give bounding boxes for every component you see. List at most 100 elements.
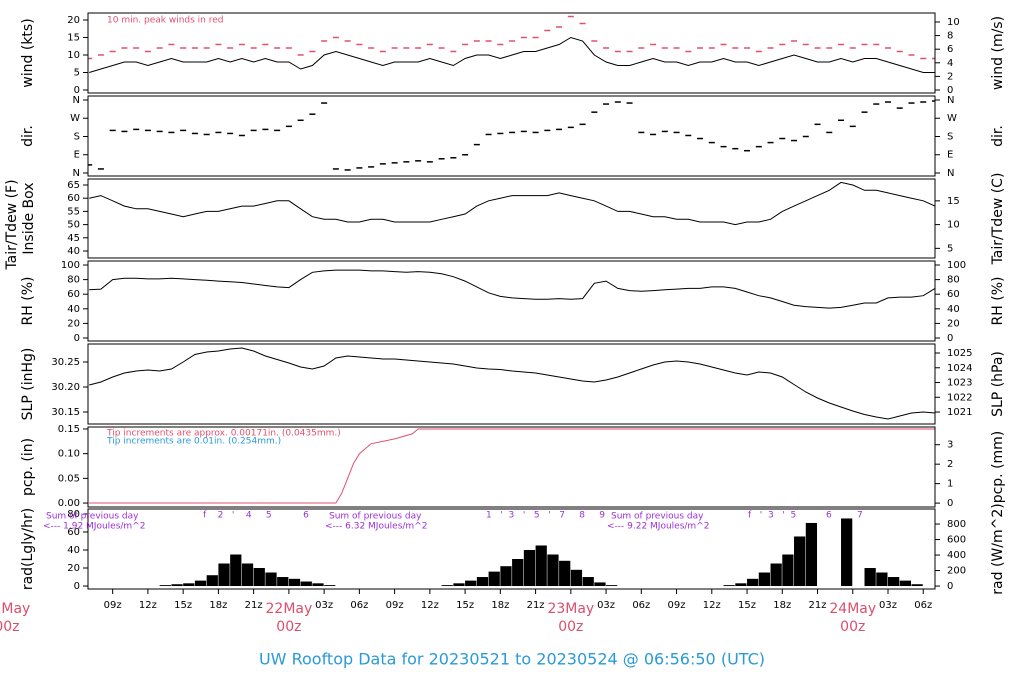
y2-tick-label: 0	[947, 581, 953, 592]
y2-tick-label: 0	[947, 498, 953, 509]
y-tick-label: 40	[67, 304, 80, 315]
date-label: 21May	[0, 601, 30, 617]
y2-axis-label: wind (m/s)	[990, 16, 1006, 90]
annotation: Tip increments are approx. 0.00171in. (0…	[106, 429, 341, 439]
annotation: <--- 6.32 MJoules/m^2	[325, 522, 427, 532]
panel-frame	[87, 426, 936, 508]
x-tick-label: 18z	[773, 600, 791, 611]
bar	[805, 522, 818, 587]
y-tick-label: 60	[67, 527, 80, 538]
x-tick-label: 03z	[597, 600, 615, 611]
bar	[476, 577, 489, 587]
y2-tick-label: 3	[947, 440, 953, 451]
x-tick-label: 06z	[632, 600, 650, 611]
y2-tick-label: N	[947, 95, 954, 106]
y-tick-label: 20	[67, 15, 80, 26]
date-label: 24May	[829, 601, 876, 617]
y2-tick-label: 1024	[947, 363, 972, 374]
x-tick-label: 21z	[245, 600, 263, 611]
bar	[547, 554, 559, 587]
y2-axis-label: dir.	[990, 125, 1006, 147]
panel-frame	[87, 12, 936, 94]
y2-tick-label: 1	[947, 479, 953, 490]
bar	[582, 577, 594, 587]
x-tick-label: 09z	[386, 600, 404, 611]
annotation: f ' 3 ' 5	[748, 511, 796, 521]
bar	[770, 563, 782, 587]
panel	[89, 347, 935, 420]
bar	[876, 572, 888, 587]
y-tick-label: 10	[67, 50, 80, 61]
y-tick-label: 0.15	[58, 424, 80, 435]
y-tick-label: 60	[67, 289, 80, 300]
x-tick-label: 18z	[491, 600, 509, 611]
bar	[523, 549, 536, 587]
x-tick-label: 06z	[350, 600, 368, 611]
y-tick-label: 50	[67, 220, 80, 231]
y2-tick-label: 1025	[947, 348, 972, 359]
bar	[888, 577, 900, 587]
date-hour-label: 00z	[0, 619, 20, 635]
series-line	[89, 181, 935, 226]
y-axis-label: Inside Box	[21, 182, 37, 254]
y-tick-label: 0.10	[58, 449, 80, 460]
x-tick-label: 18z	[209, 600, 227, 611]
y2-tick-label: 60	[947, 289, 960, 300]
x-tick-label: 09z	[668, 600, 686, 611]
bar	[159, 585, 171, 587]
bar	[735, 583, 747, 587]
y2-axis-label: RH (%)	[990, 277, 1006, 326]
x-tick-label: 03z	[315, 600, 333, 611]
y-tick-label: 5	[74, 67, 80, 78]
y-axis-label: rad(Lgly/hr)	[20, 508, 36, 590]
bar	[194, 580, 207, 587]
panel-frame	[87, 178, 936, 259]
bar	[312, 583, 324, 587]
y2-tick-label: 200	[947, 566, 966, 577]
y2-tick-label: 8	[947, 31, 953, 42]
y2-tick-label: 2	[947, 459, 953, 470]
page-title: UW Rooftop Data for 20230521 to 20230524…	[259, 650, 765, 669]
y-tick-label: S	[74, 131, 80, 142]
y2-axis-label: SLP (hPa)	[990, 351, 1006, 417]
bar	[864, 568, 876, 587]
date-label: 22May	[266, 601, 313, 617]
date-hour-label: 00z	[276, 619, 301, 635]
annotation: <--- 1.92 MJoules/m^2	[43, 522, 145, 532]
y2-tick-label: 20	[947, 318, 960, 329]
y-tick-label: 80	[67, 275, 80, 286]
panel-frame	[87, 343, 936, 425]
x-tick-label: 09z	[104, 600, 122, 611]
y2-axis-label: rad (W/m^2)	[990, 503, 1006, 594]
series-line	[89, 269, 935, 309]
series-line	[89, 347, 935, 420]
y-axis-label: pcp. (in)	[20, 438, 36, 496]
bar	[535, 545, 547, 587]
date-hour-label: 00z	[840, 619, 865, 635]
panel	[89, 269, 935, 309]
date-label: 23May	[547, 601, 594, 617]
y-axis-label: Tair/Tdew (F)	[4, 179, 20, 270]
bar	[911, 584, 923, 587]
annotation: Sum of previous day	[611, 512, 704, 522]
annotation: <--- 9.22 MJoules/m^2	[607, 522, 709, 532]
annotation: Sum of previous day	[46, 512, 139, 522]
bar	[723, 585, 735, 587]
bar	[782, 554, 794, 587]
annotation: Tip increments are 0.01in. (0.254mm.)	[106, 437, 281, 447]
panel	[89, 428, 935, 504]
annotation: Sum of previous day	[329, 512, 422, 522]
x-tick-label: 21z	[527, 600, 545, 611]
bar	[758, 572, 771, 587]
y2-tick-label: N	[947, 168, 954, 179]
bar	[794, 536, 806, 587]
bar	[265, 572, 277, 587]
panel-frame	[87, 260, 936, 342]
series-line	[89, 428, 935, 504]
bar	[171, 584, 183, 587]
bar	[488, 571, 500, 587]
panel	[159, 518, 923, 587]
bar	[606, 585, 618, 587]
